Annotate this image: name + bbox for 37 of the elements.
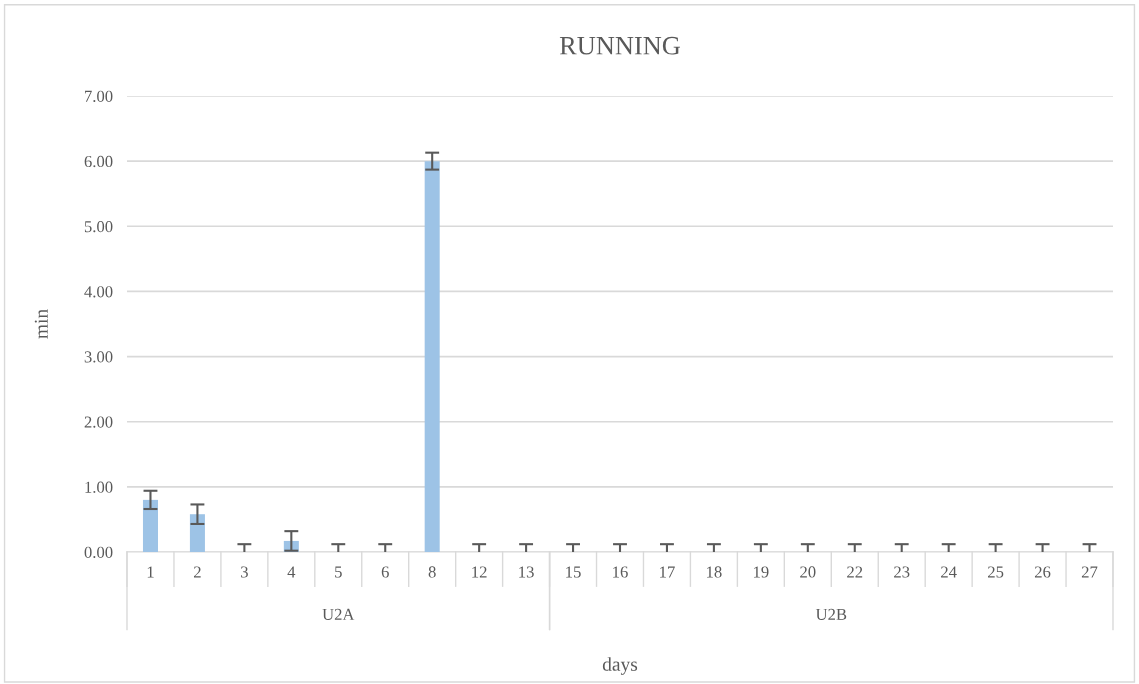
- x-tick-label: 8: [428, 566, 436, 578]
- x-axis-title: days: [602, 657, 638, 675]
- chart-title: RUNNING: [559, 36, 681, 55]
- y-tick-label: 0.00: [84, 546, 113, 559]
- x-tick-label: 24: [941, 566, 957, 578]
- y-tick-label: 7.00: [85, 90, 113, 103]
- y-axis-title: min: [34, 309, 48, 339]
- x-tick-label: 18: [707, 566, 722, 578]
- x-tick-label: 26: [1034, 566, 1051, 578]
- x-tick-label: 16: [613, 566, 628, 578]
- x-tick-label: 25: [988, 566, 1004, 578]
- x-tick-label: 20: [800, 566, 816, 578]
- bar: [189, 514, 205, 552]
- x-tick-label: 1: [147, 566, 154, 578]
- x-tick-label: 4: [287, 566, 296, 578]
- bar: [424, 161, 440, 552]
- y-tick-label: 2.00: [84, 416, 113, 428]
- x-tick-label: 17: [660, 566, 675, 578]
- x-tick-label: 27: [1081, 566, 1098, 578]
- x-tick-label: 13: [519, 566, 534, 578]
- text: U2A: [322, 608, 355, 621]
- x-tick-label: 2: [193, 566, 201, 578]
- x-tick-label: 15: [566, 566, 581, 578]
- x-tick-label: 23: [894, 566, 910, 578]
- x-tick-label: 12: [472, 566, 487, 578]
- bar: [142, 499, 158, 552]
- y-tick-label: 4.00: [84, 286, 113, 298]
- y-tick-label: 3.00: [84, 351, 113, 363]
- x-tick-label: 19: [753, 566, 769, 578]
- y-tick-label: 5.00: [84, 220, 113, 233]
- x-tick-label: 3: [241, 566, 248, 578]
- y-tick-label: 6.00: [84, 155, 113, 168]
- x-tick-label: 6: [381, 566, 389, 578]
- y-tick-label: 1.00: [85, 481, 113, 493]
- text: U2B: [815, 608, 847, 621]
- x-tick-label: 5: [335, 566, 342, 578]
- x-tick-label: 22: [847, 566, 863, 578]
